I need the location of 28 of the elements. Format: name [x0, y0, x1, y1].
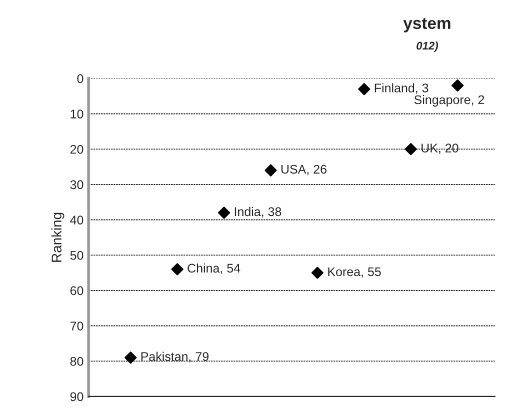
point [124, 352, 137, 364]
point [358, 82, 370, 96]
chart-title: ystem [403, 18, 450, 32]
data-label: Pakistan, 79 [141, 352, 209, 362]
y-axis-title: Ranking [51, 212, 64, 262]
chart-subtitle: 012) [416, 42, 438, 52]
data-label: China, 54 [188, 263, 240, 274]
data-label: Finland, 3 [374, 83, 428, 94]
point [171, 263, 184, 276]
y-tick-label: 80 [70, 356, 84, 366]
data-label: Singapore, 2 [414, 94, 484, 107]
y-tick-label: 20 [70, 144, 84, 154]
point [452, 79, 464, 92]
point [218, 206, 230, 219]
y-tick-label: 30 [70, 180, 84, 190]
point [404, 143, 417, 156]
data-label: India, 38 [234, 206, 282, 218]
data-label: Korea, 55 [328, 267, 381, 278]
y-tick-label: 60 [70, 286, 84, 296]
y-tick-label: 0 [77, 74, 84, 84]
point [264, 164, 277, 176]
y-tick-label: 70 [70, 322, 84, 330]
point [311, 266, 324, 279]
y-tick-label: 90 [70, 392, 84, 402]
y-tick-label: 40 [70, 216, 84, 224]
y-tick-label: 50 [70, 250, 84, 260]
data-label: USA, 26 [281, 164, 326, 176]
y-tick-label: 10 [70, 110, 84, 118]
